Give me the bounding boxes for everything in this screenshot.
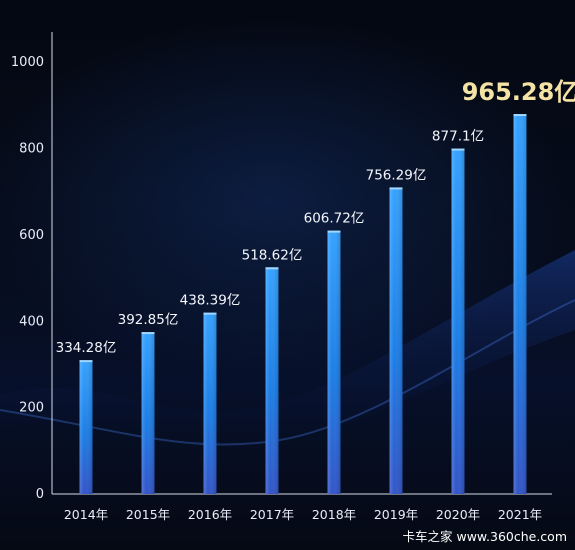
data-label: 438.39亿 (180, 293, 241, 309)
bar-shine (265, 267, 279, 494)
bar-shine (203, 312, 217, 494)
x-tick-label: 2021年 (498, 507, 542, 522)
data-label: 756.29亿 (366, 167, 427, 183)
data-label: 392.85亿 (118, 312, 179, 328)
y-tick-label: 0 (36, 487, 44, 502)
y-tick-label: 400 (19, 314, 44, 329)
bar-group (141, 332, 155, 494)
x-tick-label: 2014年 (64, 507, 108, 522)
bar-shine (513, 114, 527, 494)
data-label-highlight: 965.28亿 (462, 78, 575, 106)
bar-top (79, 360, 93, 363)
bar-shine (389, 187, 403, 494)
bar-group (203, 312, 217, 494)
x-tick-label: 2016年 (188, 507, 232, 522)
bar-top (203, 312, 217, 315)
x-tick-label: 2019年 (374, 507, 418, 522)
y-tick-label: 200 (19, 401, 44, 416)
bar-group (389, 187, 403, 494)
bar-top (389, 187, 403, 190)
y-tick-label: 1000 (11, 55, 44, 70)
x-tick-label: 2020年 (436, 507, 480, 522)
data-labels: 2014年 334.28亿 2015年 392.85亿 2016年 438.39亿 2017… (56, 78, 575, 522)
data-label: 518.62亿 (242, 247, 303, 263)
bar-shine (79, 360, 93, 494)
bar-shine (327, 230, 341, 494)
bar-top (451, 148, 465, 151)
bar-group (451, 148, 465, 494)
watermark: 卡车之家 www.360che.com (402, 529, 567, 544)
x-tick-label: 2018年 (312, 507, 356, 522)
y-tick-label: 800 (19, 142, 44, 157)
y-tick-label: 600 (19, 228, 44, 243)
bar-top (327, 230, 341, 233)
bars (79, 114, 527, 494)
bar-group (513, 114, 527, 494)
x-tick-label: 2017年 (250, 507, 294, 522)
x-tick-label: 2015年 (126, 507, 170, 522)
bar-shine (141, 332, 155, 494)
bar-group (327, 230, 341, 494)
data-label: 334.28亿 (56, 340, 117, 356)
bar-shine (451, 148, 465, 494)
data-label: 877.1亿 (432, 129, 484, 145)
bar-top (141, 332, 155, 335)
bar-group (265, 267, 279, 494)
bar-group (79, 360, 93, 494)
axes: 0 200 400 600 800 1000 (11, 32, 552, 502)
bar-top (513, 114, 527, 117)
bar-top (265, 267, 279, 270)
data-label: 606.72亿 (304, 211, 365, 227)
